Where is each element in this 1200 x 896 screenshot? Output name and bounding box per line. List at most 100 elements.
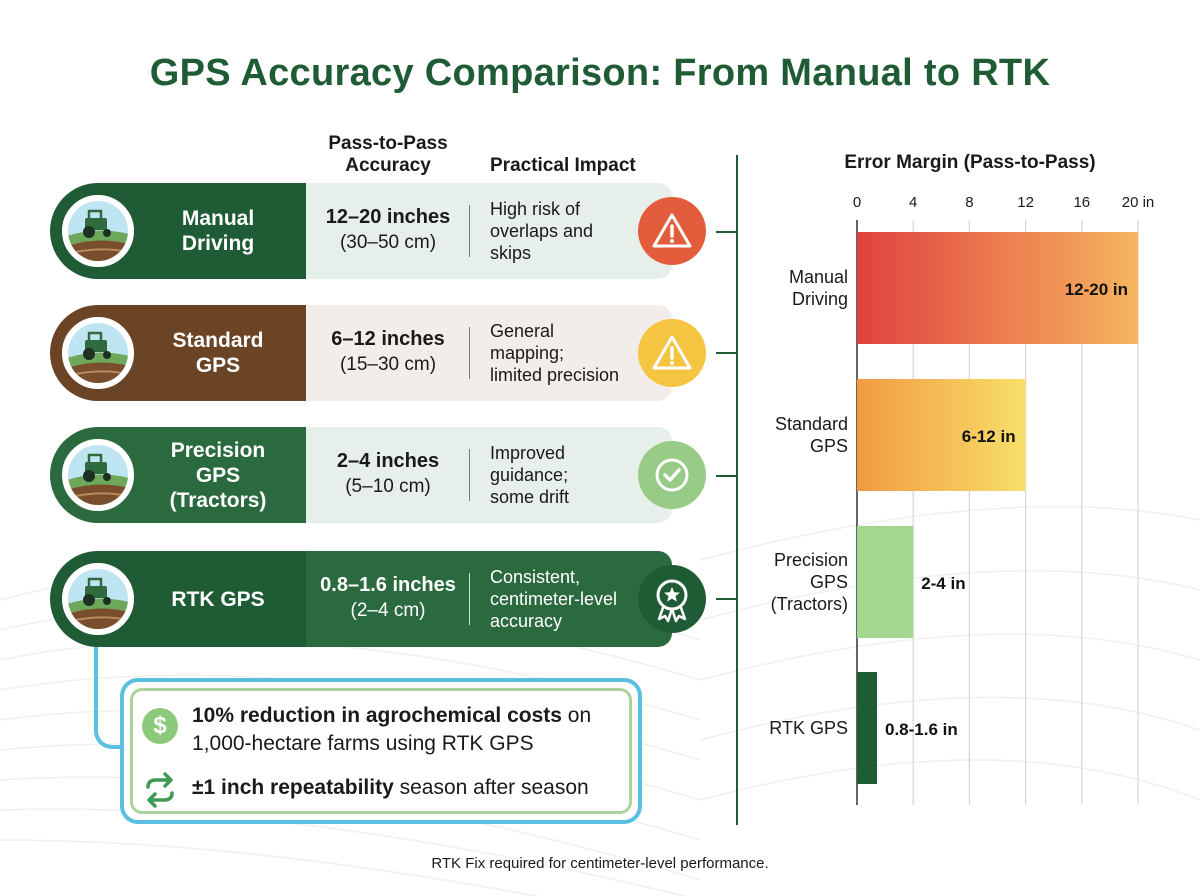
tractor-icon — [56, 311, 140, 395]
method-label-line-1: Precision — [170, 438, 266, 462]
x-tick-label: 4 — [909, 194, 917, 211]
category-label: Standard — [775, 414, 848, 434]
dollar-icon: $ — [142, 708, 178, 744]
row-connector-tick — [716, 475, 738, 477]
data-label: 6-12 in — [962, 427, 1016, 446]
impact-text: Improved guidance; some drift — [490, 427, 638, 523]
impact-line-1: Consistent, — [490, 567, 581, 587]
chart-title: Error Margin (Pass-to-Pass) — [844, 152, 1096, 173]
accuracy-cm: (30–50 cm) — [339, 232, 437, 253]
method-label-line-3: (Tractors) — [169, 488, 267, 512]
repeatability-detail: season after season — [393, 776, 589, 799]
cost-reduction-detail: on 1,000-hectare farms using RTK GPS — [192, 704, 592, 755]
x-tick-label: 0 — [853, 194, 861, 211]
method-label-line-1: RTK GPS — [171, 587, 265, 611]
impact-line-1: Improved — [490, 443, 566, 463]
impact-line-3: skips — [490, 243, 532, 263]
x-tick-label: 16 — [1073, 194, 1090, 211]
data-label: 0.8-1.6 in — [885, 720, 958, 739]
method-row-manual: Manual Driving 12–20 inches (30–50 cm) H… — [50, 183, 706, 279]
callout-connector — [94, 645, 126, 749]
category-label: Precision — [774, 550, 848, 570]
x-tick-label: 12 — [1017, 194, 1034, 211]
row-detail-panel — [306, 305, 672, 401]
category-label: RTK GPS — [769, 718, 848, 738]
method-label-line-2: GPS — [195, 354, 241, 377]
accuracy-inches: 12–20 inches — [325, 206, 451, 228]
impact-text: Consistent, centimeter-level accuracy — [490, 551, 638, 647]
accuracy-inches: 0.8–1.6 inches — [320, 574, 456, 596]
row-detail-panel — [306, 551, 672, 647]
tractor-icon — [56, 189, 140, 273]
award-icon — [638, 565, 706, 633]
accuracy-cm: (15–30 cm) — [339, 354, 437, 375]
accuracy-inches: 2–4 inches — [336, 450, 440, 472]
column-divider — [469, 449, 470, 501]
x-tick-label: 20 in — [1122, 194, 1155, 211]
impact-line-2: guidance; — [490, 465, 569, 485]
row-detail-panel — [306, 427, 672, 523]
impact-line-2: overlaps and — [490, 221, 594, 241]
cost-reduction-highlight: 10% reduction in agrochemical costs — [192, 704, 562, 727]
category-label: Driving — [792, 289, 848, 309]
repeatability-text: ±1 inch repeatability season after seaso… — [192, 774, 632, 802]
impact-line-3: accuracy — [490, 611, 563, 631]
data-label: 12-20 in — [1065, 280, 1128, 299]
footnote: RTK Fix required for centimeter-level pe… — [431, 855, 769, 872]
category-label: GPS — [810, 572, 848, 592]
tractor-icon — [56, 433, 140, 517]
repeat-cycle-icon — [140, 770, 180, 810]
impact-line-2: mapping; — [490, 343, 565, 363]
page-title: GPS Accuracy Comparison: From Manual to … — [149, 52, 1051, 94]
x-tick-label: 8 — [965, 194, 973, 211]
method-label: Manual Driving — [150, 183, 286, 279]
row-detail-panel — [306, 183, 672, 279]
method-row-precision-gps: Precision GPS (Tractors) 2–4 inches (5–1… — [50, 427, 706, 523]
bar-2 — [857, 526, 914, 638]
impact-line-2: centimeter-level — [490, 589, 618, 609]
method-label-line-1: Manual — [181, 207, 255, 230]
bar-1 — [857, 379, 1026, 491]
method-row-standard-gps: Standard GPS 6–12 inches (15–30 cm) Gene… — [50, 305, 706, 401]
impact-line-3: limited precision — [490, 365, 620, 385]
method-row-rtk-gps: RTK GPS 0.8–1.6 inches (2–4 cm) Consiste… — [50, 551, 706, 647]
accuracy-inches: 6–12 inches — [331, 328, 445, 350]
accuracy-header-line-1: Pass-to-Pass — [328, 133, 448, 154]
impact-line-1: General — [490, 321, 555, 341]
accuracy-cm: (2–4 cm) — [350, 600, 426, 621]
method-label: Precision GPS (Tractors) — [150, 427, 286, 523]
row-connector-tick — [716, 231, 738, 233]
check-icon — [638, 441, 706, 509]
impact-text: High risk of overlaps and skips — [490, 183, 638, 279]
accuracy-column-header: Pass-to-Pass Accuracy — [318, 133, 458, 177]
method-label-line-2: Driving — [181, 232, 255, 255]
accuracy-header-line-2: Accuracy — [345, 155, 431, 176]
data-label: 2-4 in — [921, 574, 965, 593]
category-label: (Tractors) — [771, 594, 848, 614]
warning-icon — [638, 197, 706, 265]
row-connector-tick — [716, 598, 738, 600]
bar-0 — [857, 232, 1138, 344]
method-label: RTK GPS — [150, 551, 286, 647]
method-label: Standard GPS — [150, 305, 286, 401]
method-label-line-1: Standard — [172, 329, 264, 352]
tractor-icon — [56, 557, 140, 641]
callout-inner-border — [130, 688, 632, 814]
impact-text: General mapping; limited precision — [490, 305, 638, 401]
impact-line-3: some drift — [490, 487, 570, 507]
bar-3 — [857, 672, 877, 784]
accuracy-cm: (5–10 cm) — [345, 476, 431, 497]
repeatability-highlight: ±1 inch repeatability — [192, 776, 394, 799]
cost-reduction-text: 10% reduction in agrochemical costs on 1… — [192, 702, 632, 758]
category-label: Manual — [789, 267, 848, 287]
column-divider — [469, 327, 470, 379]
section-divider — [736, 155, 738, 825]
method-label-line-2: GPS — [195, 463, 241, 487]
impact-line-1: High risk of — [490, 199, 581, 219]
rtk-benefits-callout: $ 10% reduction in agrochemical costs on… — [120, 678, 642, 824]
column-divider — [469, 573, 470, 625]
row-connector-tick — [716, 352, 738, 354]
warning-icon — [638, 319, 706, 387]
category-label: GPS — [810, 436, 848, 456]
